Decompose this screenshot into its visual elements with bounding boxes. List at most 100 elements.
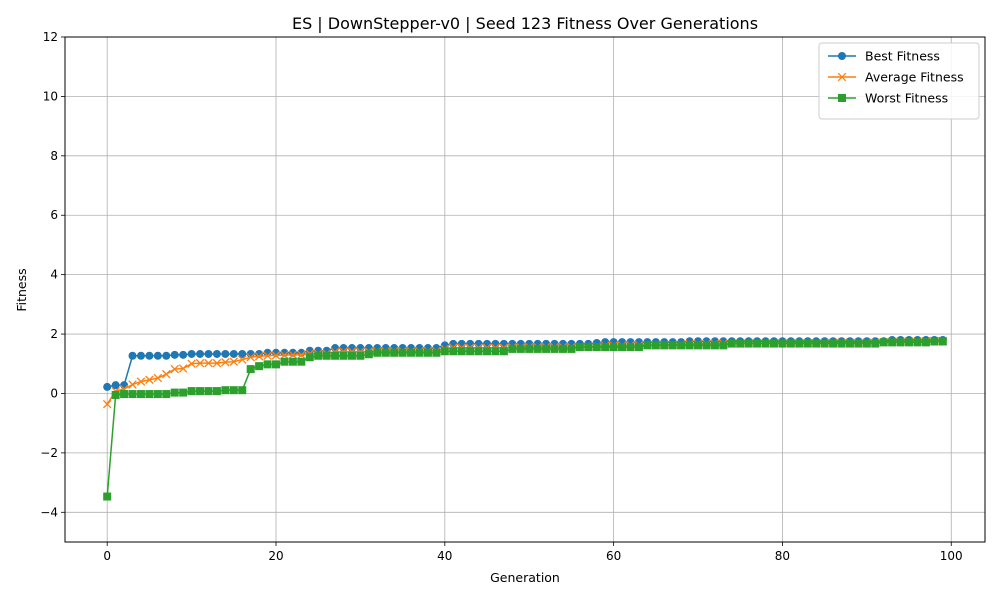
worst-fitness-point xyxy=(373,348,382,357)
worst-fitness-point xyxy=(533,344,542,353)
worst-fitness-point xyxy=(550,344,559,353)
legend-marker xyxy=(838,52,846,60)
worst-fitness-point xyxy=(694,341,703,350)
average-fitness-point xyxy=(162,369,171,379)
worst-fitness-point xyxy=(677,341,686,350)
x-tick-label: 0 xyxy=(103,549,111,563)
average-fitness-point xyxy=(212,358,222,368)
best-fitness-point xyxy=(483,339,492,348)
worst-fitness-point xyxy=(643,341,652,350)
worst-fitness-point xyxy=(483,347,492,356)
worst-fitness-point xyxy=(331,351,340,360)
average-fitness-point xyxy=(178,364,188,373)
x-tick-label: 20 xyxy=(268,549,283,563)
worst-fitness-point xyxy=(820,339,829,348)
worst-fitness-point xyxy=(542,344,551,353)
legend-item-average-fitness: Average Fitness xyxy=(828,70,964,85)
worst-fitness-point xyxy=(407,348,416,357)
worst-fitness-point xyxy=(212,387,221,396)
series-layer xyxy=(102,336,948,501)
average-fitness-point xyxy=(237,355,247,364)
worst-fitness-point xyxy=(196,387,205,396)
worst-fitness-point xyxy=(845,339,854,348)
worst-fitness-point xyxy=(339,351,348,360)
best-fitness-point xyxy=(111,381,120,390)
best-fitness-point xyxy=(196,349,205,358)
worst-fitness-point xyxy=(381,348,390,357)
average-fitness-point xyxy=(153,373,163,383)
worst-fitness-point xyxy=(651,341,660,350)
worst-fitness-point xyxy=(567,344,576,353)
worst-fitness-point xyxy=(913,338,922,347)
x-tick-label: 80 xyxy=(775,549,790,563)
worst-fitness-point xyxy=(668,341,677,350)
worst-fitness-point xyxy=(761,339,770,348)
y-tick-label: 12 xyxy=(43,30,58,44)
worst-fitness-point xyxy=(905,338,914,347)
worst-fitness-point xyxy=(449,347,458,356)
worst-fitness-point xyxy=(634,343,643,352)
worst-fitness-point xyxy=(432,348,441,357)
best-fitness-point xyxy=(229,349,238,358)
worst-fitness-point xyxy=(398,348,407,357)
worst-fitness-point xyxy=(854,339,863,348)
average-fitness-point xyxy=(195,358,205,368)
legend-marker xyxy=(838,94,846,102)
worst-fitness-point xyxy=(753,339,762,348)
worst-fitness-point xyxy=(938,337,947,346)
average-fitness-point xyxy=(288,350,298,360)
worst-fitness-point xyxy=(162,390,171,399)
worst-fitness-point xyxy=(170,388,179,397)
worst-fitness-point xyxy=(288,357,297,366)
average-fitness-point xyxy=(229,357,239,366)
worst-fitness-point xyxy=(120,390,129,399)
worst-fitness-point xyxy=(727,339,736,348)
x-axis-title: Generation xyxy=(490,570,560,585)
y-tick-label: 8 xyxy=(50,149,58,163)
worst-fitness-point xyxy=(128,390,137,399)
x-tick-label: 40 xyxy=(437,549,452,563)
worst-fitness-point xyxy=(702,341,711,350)
worst-fitness-point xyxy=(347,351,356,360)
average-fitness-point xyxy=(102,399,112,409)
best-fitness-point xyxy=(466,339,475,348)
best-fitness-point xyxy=(153,351,162,360)
worst-fitness-point xyxy=(423,348,432,357)
average-fitness-point xyxy=(280,350,289,360)
worst-fitness-point xyxy=(896,338,905,347)
worst-fitness-line xyxy=(106,340,943,497)
best-fitness-point xyxy=(103,382,112,391)
worst-fitness-point xyxy=(719,341,728,350)
worst-fitness-point xyxy=(415,348,424,357)
worst-fitness-point xyxy=(626,343,635,352)
worst-fitness-point xyxy=(888,338,897,347)
worst-fitness-point xyxy=(103,492,112,501)
ticks: 0 20 40 60 80 100 −4 −2 0 2 4 6 8 10 12 xyxy=(40,30,962,563)
average-fitness-point xyxy=(246,352,255,362)
worst-fitness-point xyxy=(179,388,188,397)
best-fitness-point xyxy=(128,351,137,360)
best-fitness-point xyxy=(145,351,154,360)
worst-fitness-point xyxy=(263,360,272,369)
worst-fitness-point xyxy=(584,343,593,352)
worst-fitness-point xyxy=(744,339,753,348)
average-fitness-point xyxy=(187,359,196,369)
best-fitness-line xyxy=(107,339,943,388)
y-tick-label: 2 xyxy=(50,327,58,341)
average-fitness-point xyxy=(271,351,281,360)
average-fitness-point xyxy=(263,351,272,361)
best-fitness-point xyxy=(238,349,247,358)
best-fitness-point xyxy=(305,346,314,355)
legend-label: Average Fitness xyxy=(865,70,964,85)
worst-fitness-point xyxy=(609,343,618,352)
legend-box xyxy=(818,42,980,120)
average-fitness-point xyxy=(145,375,154,385)
worst-fitness-point xyxy=(812,339,821,348)
y-axis-title: Fitness xyxy=(14,268,29,311)
worst-fitness-point xyxy=(440,347,449,356)
best-fitness-point xyxy=(491,339,500,348)
worst-fitness-point xyxy=(280,357,289,366)
worst-fitness-point xyxy=(879,338,888,347)
worst-fitness-point xyxy=(685,341,694,350)
